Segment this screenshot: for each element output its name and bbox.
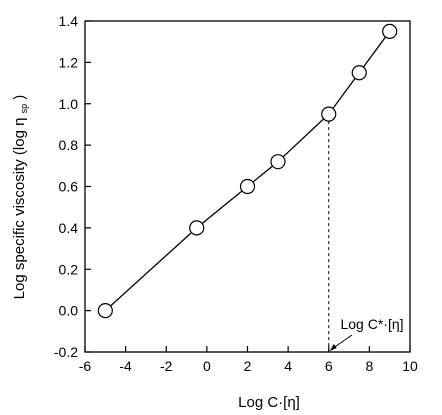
y-tick-label: -0.2 [54, 344, 78, 360]
x-axis-label: Log C·[η] [238, 394, 300, 411]
y-axis-label-paren-open: (log η [11, 118, 28, 156]
annotation-group: Log C*·[η] [328, 121, 404, 352]
x-tick-label: -6 [79, 358, 92, 374]
data-point [270, 154, 286, 170]
y-axis-label-paren-close: ) [11, 95, 28, 100]
annotation-arrowhead [329, 344, 337, 351]
data-point [239, 178, 256, 195]
data-point [97, 303, 113, 319]
y-tick-label: 0.6 [59, 179, 79, 195]
x-tick-label: 2 [244, 358, 252, 374]
x-tick-label: 6 [325, 358, 333, 374]
y-tick-label: 0.0 [59, 303, 79, 319]
y-tick-label: 0.2 [59, 261, 79, 277]
data-point [382, 23, 398, 39]
y-axis-label-subscript: sp [19, 104, 29, 114]
y-tick-label: 0.4 [59, 220, 79, 236]
y-axis-label: Log specific viscosity (log η sp ) [11, 95, 31, 300]
y-tick-label: 0.8 [59, 137, 79, 153]
plot-frame [84, 20, 411, 353]
x-tick-label: -2 [160, 358, 173, 374]
y-tick-label: 1.2 [59, 54, 79, 70]
ticks: -6 -4 -2 0 2 4 6 8 10 -0.2 0.0 0.2 0.4 0.6 0.8 1.0 1.2 1.… [54, 13, 418, 374]
x-tick-label: 4 [284, 358, 292, 374]
annotation-label: Log C*·[η] [340, 316, 403, 332]
x-tick-label: 0 [203, 358, 211, 374]
x-tick-label: -4 [119, 358, 132, 374]
series-line [104, 30, 391, 312]
x-tick-label: 8 [365, 358, 373, 374]
x-tick-label: 10 [402, 358, 418, 374]
data-point [321, 106, 337, 122]
y-axis-label-main: Log specific viscosity [11, 159, 28, 300]
data-point [351, 65, 367, 81]
data-point [189, 220, 205, 236]
y-tick-label: 1.0 [59, 96, 79, 112]
y-tick-label: 1.4 [59, 13, 79, 29]
series-group [97, 23, 398, 319]
